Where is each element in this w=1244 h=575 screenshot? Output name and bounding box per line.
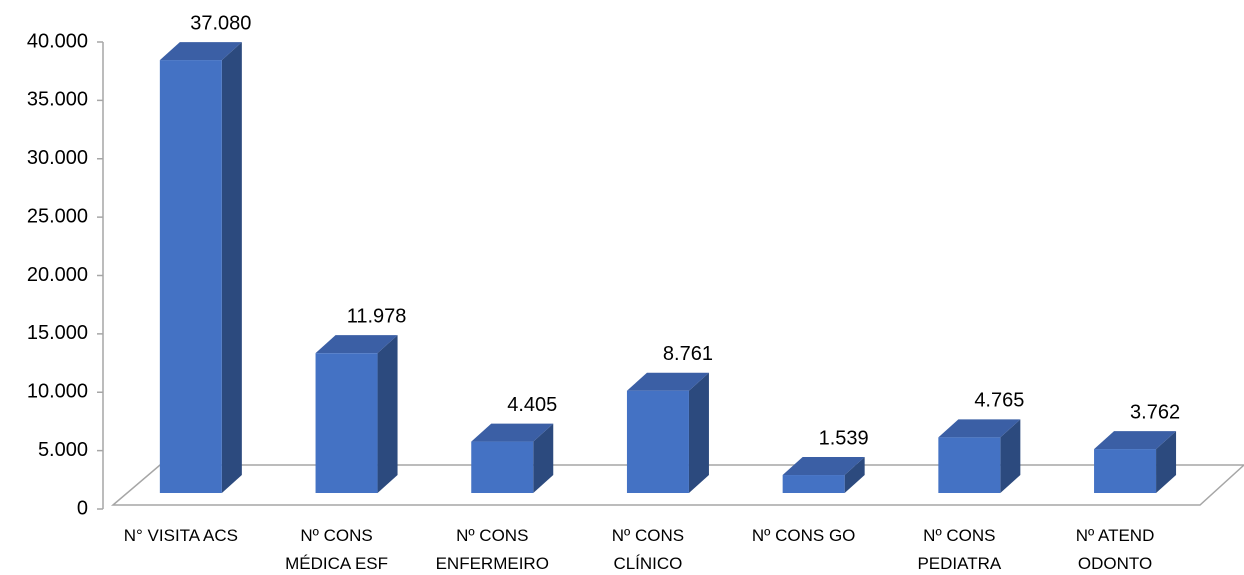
bar-top <box>626 372 709 391</box>
x-tick-label: Nº CONS MÉDICA ESF <box>285 526 389 573</box>
y-tick-label: 30.000 <box>27 147 88 169</box>
y-tick-label: 15.000 <box>27 322 88 344</box>
x-tick-label: Nº CONS GO <box>751 526 856 545</box>
x-tick-label: Nº CONS ENFERMEIRO <box>435 526 549 573</box>
bar-side <box>844 457 865 493</box>
bar <box>471 441 534 493</box>
x-tick-label: N° VISITA ACS <box>123 526 238 545</box>
y-tick-label: 5.000 <box>38 439 88 461</box>
y-tick-label: 40.000 <box>27 30 88 52</box>
value-label: 4.765 <box>974 390 1024 412</box>
bar-top <box>1094 431 1177 450</box>
y-tick-label: 10.000 <box>27 381 88 403</box>
value-label: 4.405 <box>507 394 557 416</box>
x-tick-label: Nº CONS CLÍNICO <box>611 526 685 573</box>
bar-top <box>782 457 865 476</box>
bar-top <box>315 335 398 354</box>
y-tick-label: 0 <box>77 497 88 519</box>
value-label: 8.761 <box>663 343 713 365</box>
bar-side <box>533 423 554 493</box>
bar-side <box>1156 431 1177 493</box>
y-tick-label: 35.000 <box>27 89 88 111</box>
bar-side <box>688 372 709 493</box>
y-tick-label: 20.000 <box>27 264 88 286</box>
bar-side <box>377 335 398 493</box>
bar-top <box>938 419 1021 438</box>
bar-top <box>471 423 554 442</box>
bar <box>938 437 1001 493</box>
bar <box>782 475 845 493</box>
y-tick-label: 25.000 <box>27 205 88 227</box>
value-label: 1.539 <box>819 427 869 449</box>
bar-top <box>159 42 242 61</box>
bar-side <box>221 42 242 493</box>
bar-side <box>1000 419 1021 493</box>
value-label: 3.762 <box>1130 401 1180 423</box>
bar <box>159 60 222 493</box>
bar <box>315 353 378 493</box>
bar <box>1094 449 1157 493</box>
bar <box>626 390 689 493</box>
value-label: 11.978 <box>347 305 407 327</box>
x-tick-label: Nº CONS PEDIATRA <box>917 526 1002 573</box>
floor <box>110 464 1244 506</box>
value-label: 37.080 <box>190 12 251 34</box>
x-tick-label: Nº ATEND ODONTO <box>1075 526 1155 573</box>
